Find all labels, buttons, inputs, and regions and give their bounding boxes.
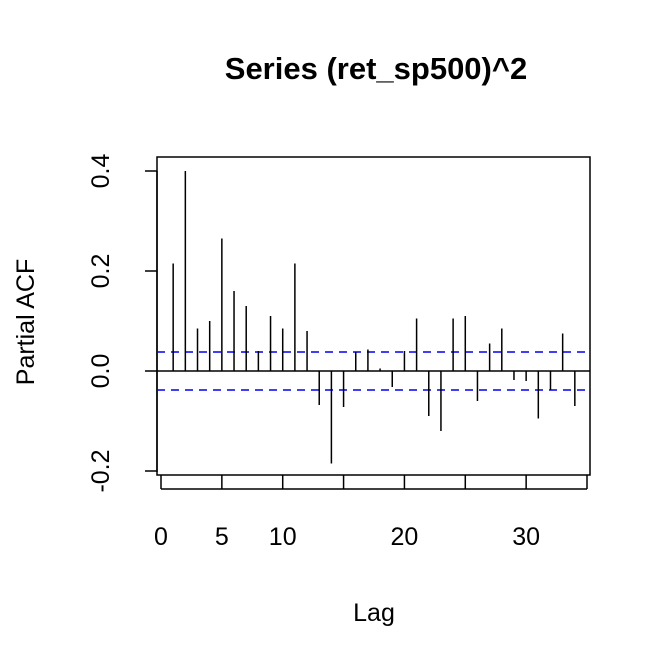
x-tick-label: 0 bbox=[154, 523, 168, 551]
y-axis-label: Partial ACF bbox=[12, 259, 40, 385]
x-tick-label: 10 bbox=[269, 523, 297, 551]
y-tick-label: -0.2 bbox=[87, 449, 115, 492]
y-tick-label: 0.4 bbox=[87, 154, 115, 189]
y-ticks: -0.2 0.0 0.2 0.4 bbox=[87, 154, 157, 493]
x-tick-label: 5 bbox=[215, 523, 229, 551]
x-tick-label: 30 bbox=[512, 523, 540, 551]
y-axis: -0.2 0.0 0.2 0.4 Partial ACF bbox=[12, 154, 158, 493]
x-axis-label: Lag bbox=[353, 599, 395, 627]
x-ticks: 0 5 10 20 30 bbox=[154, 475, 588, 551]
x-tick-label: 20 bbox=[391, 523, 419, 551]
chart-title: Series (ret_sp500)^2 bbox=[225, 51, 527, 86]
y-tick-label: 0.2 bbox=[87, 254, 115, 289]
pacf-bars bbox=[172, 171, 576, 464]
y-tick-label: 0.0 bbox=[87, 354, 115, 389]
x-axis: 0 5 10 20 30 Lag bbox=[154, 475, 588, 627]
